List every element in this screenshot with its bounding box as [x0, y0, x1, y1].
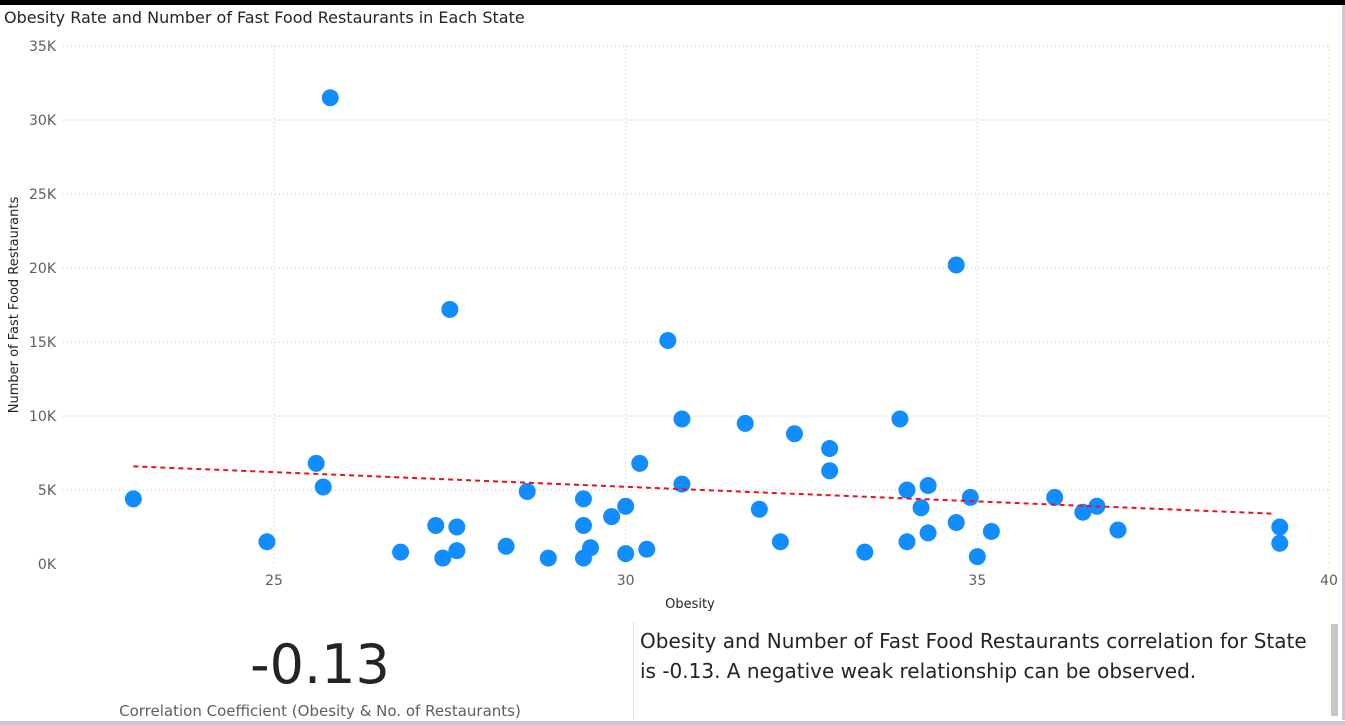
x-tick-label: 40	[1320, 573, 1338, 589]
y-tick-label: 10K	[29, 409, 57, 425]
data-point[interactable]	[947, 514, 965, 532]
data-point[interactable]	[497, 537, 515, 555]
data-point[interactable]	[539, 549, 557, 567]
x-axis-title: Obesity	[665, 597, 715, 612]
data-point[interactable]	[1074, 503, 1092, 521]
data-point[interactable]	[638, 540, 656, 558]
y-axis-ticks: 0K 5K 10K 15K 20K 25K 30K 35K	[29, 39, 57, 573]
data-point[interactable]	[961, 488, 979, 506]
data-points[interactable]	[124, 89, 1289, 567]
data-point[interactable]	[898, 481, 916, 499]
data-point[interactable]	[982, 522, 1000, 540]
data-point[interactable]	[1271, 518, 1289, 536]
data-point[interactable]	[912, 499, 930, 517]
data-point[interactable]	[771, 533, 789, 551]
data-point[interactable]	[919, 524, 937, 542]
data-point[interactable]	[582, 539, 599, 557]
trend-line-group	[133, 465, 1273, 515]
y-tick-label: 25K	[29, 187, 57, 203]
data-point[interactable]	[314, 478, 332, 496]
y-tick-label: 15K	[29, 335, 57, 351]
x-tick-label: 35	[968, 573, 986, 589]
data-point[interactable]	[898, 533, 916, 551]
data-point[interactable]	[856, 543, 874, 561]
data-point[interactable]	[518, 482, 536, 500]
data-point[interactable]	[258, 533, 276, 551]
y-tick-label: 20K	[29, 261, 57, 277]
kpi-value: -0.13	[250, 633, 390, 696]
data-point[interactable]	[441, 300, 459, 318]
data-point[interactable]	[392, 543, 410, 561]
data-point[interactable]	[891, 410, 909, 428]
kpi-card: -0.13 Correlation Coefficient (Obesity &…	[60, 630, 580, 722]
data-point[interactable]	[448, 518, 466, 536]
data-point[interactable]	[659, 332, 677, 350]
data-point[interactable]	[821, 440, 839, 458]
data-point[interactable]	[673, 410, 691, 428]
data-point[interactable]	[124, 490, 142, 508]
data-point[interactable]	[617, 545, 635, 563]
trend-line	[133, 465, 1273, 515]
top-border	[0, 0, 1345, 5]
smart-narrative: Obesity and Number of Fast Food Restaura…	[640, 629, 1307, 683]
x-tick-label: 25	[265, 573, 283, 589]
data-point[interactable]	[1271, 534, 1289, 552]
kpi-label: Correlation Coefficient (Obesity & No. o…	[119, 702, 521, 720]
right-border	[1342, 5, 1345, 720]
data-point[interactable]	[574, 490, 592, 508]
data-point[interactable]	[750, 500, 768, 518]
narrative-scrollbar[interactable]	[1331, 624, 1338, 716]
data-point[interactable]	[307, 454, 325, 472]
data-point[interactable]	[427, 517, 445, 535]
data-point[interactable]	[603, 508, 621, 526]
y-tick-label: 30K	[29, 113, 57, 129]
gridlines	[63, 45, 1330, 564]
data-point[interactable]	[968, 548, 986, 566]
data-point[interactable]	[1046, 488, 1064, 506]
data-point[interactable]	[448, 542, 466, 560]
y-tick-label: 5K	[38, 483, 57, 499]
data-point[interactable]	[321, 89, 339, 107]
data-point[interactable]	[434, 549, 452, 567]
data-point[interactable]	[919, 477, 937, 495]
data-point[interactable]	[947, 256, 965, 274]
x-tick-label: 30	[617, 573, 635, 589]
data-point[interactable]	[1109, 521, 1127, 539]
data-point[interactable]	[736, 414, 754, 432]
data-point[interactable]	[631, 454, 649, 472]
data-point[interactable]	[785, 425, 803, 443]
data-point[interactable]	[821, 462, 839, 480]
panel-divider	[633, 622, 634, 720]
bottom-border	[0, 721, 1345, 725]
chart-title: Obesity Rate and Number of Fast Food Res…	[4, 8, 525, 27]
y-axis-title: Number of Fast Food Restaurants	[7, 197, 22, 414]
y-tick-label: 35K	[29, 39, 57, 55]
y-tick-label: 0K	[38, 557, 57, 573]
data-point[interactable]	[617, 497, 635, 515]
x-axis-ticks: 25 30 35 40	[265, 573, 1338, 589]
data-point[interactable]	[574, 517, 592, 535]
